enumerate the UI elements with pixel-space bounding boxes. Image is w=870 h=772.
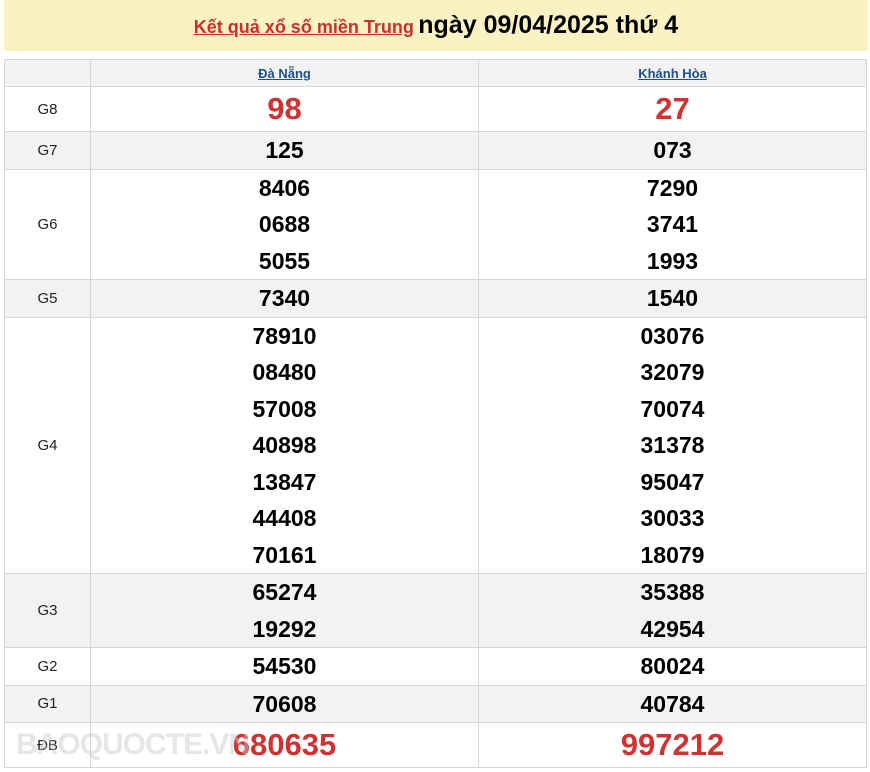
- prize-number: 30033: [640, 505, 705, 531]
- prize-cell: 65274 19292: [90, 573, 479, 648]
- prize-number: 680635: [232, 727, 337, 762]
- prize-cell: 03076 32079 70074 31378 95047 30033 18079: [478, 316, 867, 574]
- prize-number: 125: [265, 137, 304, 163]
- prize-number: 27: [655, 91, 690, 126]
- prize-number: 95047: [640, 468, 705, 495]
- prize-cell: 78910 08480 57008 40898 13847 44408 70161: [90, 316, 479, 574]
- prize-cell: 27: [478, 86, 867, 132]
- results-table: Đà Nẵng Khánh Hòa G8 98 27 G7 125 073 G6 8406 06…: [4, 59, 867, 768]
- prize-number: 3741: [646, 211, 699, 237]
- prize-cell: 7290 3741 1993: [478, 168, 867, 280]
- prize-label: G4: [4, 316, 91, 574]
- prize-cell: 997212: [478, 722, 867, 768]
- prize-cell: 8406 0688 5055: [90, 168, 479, 280]
- prize-number: 18079: [640, 541, 705, 568]
- prize-label: ĐB: [4, 722, 91, 768]
- prize-number: 7290: [646, 174, 699, 201]
- prize-number: 54530: [252, 653, 317, 679]
- province-link-khanh-hoa[interactable]: Khánh Hòa: [638, 65, 707, 81]
- prize-cell: 073: [478, 131, 867, 170]
- results-date: ngày 09/04/2025 thứ 4: [418, 11, 679, 39]
- prize-number: 03076: [640, 322, 705, 349]
- prize-number: 44408: [252, 505, 317, 531]
- prize-cell: 80024: [478, 647, 867, 686]
- prize-number: 073: [653, 137, 692, 163]
- prize-cell: 40784: [478, 684, 867, 723]
- prize-label: G3: [4, 573, 91, 648]
- prize-number: 7340: [258, 285, 311, 311]
- prize-number: 65274: [252, 579, 317, 605]
- header-row: Đà Nẵng Khánh Hòa: [4, 59, 867, 87]
- prize-label: G8: [4, 86, 91, 132]
- prize-number: 70161: [252, 541, 317, 568]
- prize-row: ĐB 680635 997212: [4, 722, 867, 768]
- prize-row: G3 65274 19292 35388 42954: [4, 573, 867, 648]
- prize-number: 19292: [252, 615, 317, 642]
- prize-number: 8406: [258, 174, 311, 201]
- prize-number: 997212: [620, 727, 725, 762]
- prize-number: 35388: [640, 579, 705, 605]
- prize-number: 08480: [252, 359, 317, 385]
- prize-number: 1993: [646, 247, 699, 274]
- prize-number: 42954: [640, 615, 705, 642]
- prize-row: G7 125 073: [4, 131, 867, 170]
- prize-number: 70608: [252, 690, 317, 717]
- prize-row: G2 54530 80024: [4, 647, 867, 686]
- prize-label: G5: [4, 279, 91, 318]
- prize-number: 31378: [640, 432, 705, 458]
- prize-row: G4 78910 08480 57008 40898 13847 44408 70161 030…: [4, 316, 867, 574]
- watermark: BAOQUOCTE.VN: [16, 728, 250, 761]
- prize-label: G1: [4, 684, 91, 723]
- prize-row: G5 7340 1540: [4, 279, 867, 318]
- prize-number: 40898: [252, 432, 317, 458]
- prize-number: 78910: [252, 322, 317, 349]
- prize-row: G6 8406 0688 5055 7290 3741 1993: [4, 168, 867, 280]
- prize-cell: 1540: [478, 279, 867, 318]
- prize-cell: 70608: [90, 684, 479, 723]
- prize-cell: 125: [90, 131, 479, 170]
- prize-cell: 35388 42954: [478, 573, 867, 648]
- header-blank: [4, 59, 91, 87]
- prize-label: G7: [4, 131, 91, 170]
- prize-cell: 680635: [90, 722, 479, 768]
- results-link[interactable]: Kết quả xổ số miền Trung: [193, 17, 414, 37]
- prize-label: G6: [4, 168, 91, 280]
- prize-number: 80024: [640, 653, 705, 679]
- prize-number: 32079: [640, 359, 705, 385]
- prize-number: 40784: [640, 690, 705, 717]
- prize-row: G1 70608 40784: [4, 684, 867, 723]
- prize-number: 5055: [258, 247, 311, 274]
- prize-number: 0688: [258, 211, 311, 237]
- prize-number: 1540: [646, 285, 699, 311]
- prize-cell: 7340: [90, 279, 479, 318]
- prize-number: 13847: [252, 468, 317, 495]
- results-title: Kết quả xổ số miền Trung ngày 09/04/2025…: [4, 0, 868, 51]
- prize-label: G2: [4, 647, 91, 686]
- prize-number: 57008: [252, 395, 317, 422]
- prize-number: 70074: [640, 395, 705, 422]
- prize-cell: 98: [90, 86, 479, 132]
- prize-cell: 54530: [90, 647, 479, 686]
- province-link-da-nang[interactable]: Đà Nẵng: [258, 65, 311, 81]
- prize-row: G8 98 27: [4, 86, 867, 132]
- prize-number: 98: [267, 91, 302, 126]
